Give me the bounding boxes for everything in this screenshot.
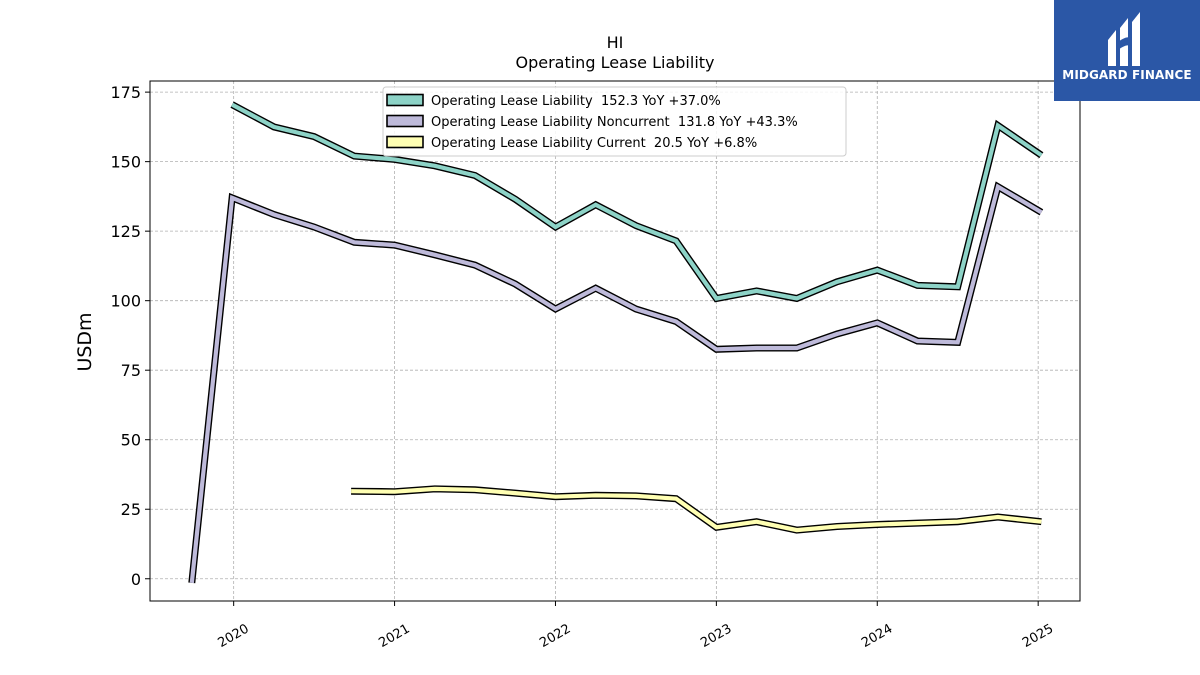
plot-frame xyxy=(149,80,1081,602)
midgard-finance-logo: MIDGARD FINANCE xyxy=(1054,0,1200,101)
series-layer xyxy=(188,101,1044,584)
y-tick-label: 75 xyxy=(121,361,141,380)
legend-swatch-1 xyxy=(386,93,424,107)
legend-box xyxy=(382,86,847,157)
chart-title: HI xyxy=(607,33,624,52)
y-axis: 0 25 50 75 100 125 150 175 xyxy=(110,83,150,589)
series-line-2 xyxy=(189,183,1043,584)
logo-mark-icon xyxy=(1108,12,1140,66)
y-tick-label: 50 xyxy=(121,431,141,450)
y-tick-label: 175 xyxy=(110,83,141,102)
y-tick-label: 150 xyxy=(110,153,141,172)
legend: Operating Lease Liability 152.3 YoY +37.… xyxy=(382,86,847,157)
x-axis: 2020 2021 2022 2023 2024 2025 xyxy=(216,601,1056,651)
legend-swatch-2 xyxy=(386,114,424,128)
legend-entry-1: Operating Lease Liability 152.3 YoY +37.… xyxy=(431,94,721,109)
y-tick-label: 0 xyxy=(131,570,141,589)
x-tick-label: 2024 xyxy=(859,621,895,651)
series-line-3 xyxy=(351,486,1042,533)
x-tick-label: 2022 xyxy=(537,621,573,651)
series-line-1 xyxy=(231,102,1043,301)
x-tick-label: 2025 xyxy=(1020,621,1056,651)
legend-swatch-3 xyxy=(386,135,424,149)
y-axis-label: USDm xyxy=(74,312,96,371)
chart-subtitle: Operating Lease Liability xyxy=(515,53,714,72)
legend-entry-3: Operating Lease Liability Current 20.5 Y… xyxy=(431,136,757,151)
legend-entry-2: Operating Lease Liability Noncurrent 131… xyxy=(431,115,798,130)
y-tick-label: 100 xyxy=(110,292,141,311)
logo-text: MIDGARD FINANCE xyxy=(1062,68,1192,82)
x-tick-label: 2023 xyxy=(698,621,734,651)
y-tick-label: 125 xyxy=(110,222,141,241)
y-tick-label: 25 xyxy=(121,500,141,519)
x-tick-label: 2021 xyxy=(376,621,412,651)
x-tick-label: 2020 xyxy=(216,621,252,651)
